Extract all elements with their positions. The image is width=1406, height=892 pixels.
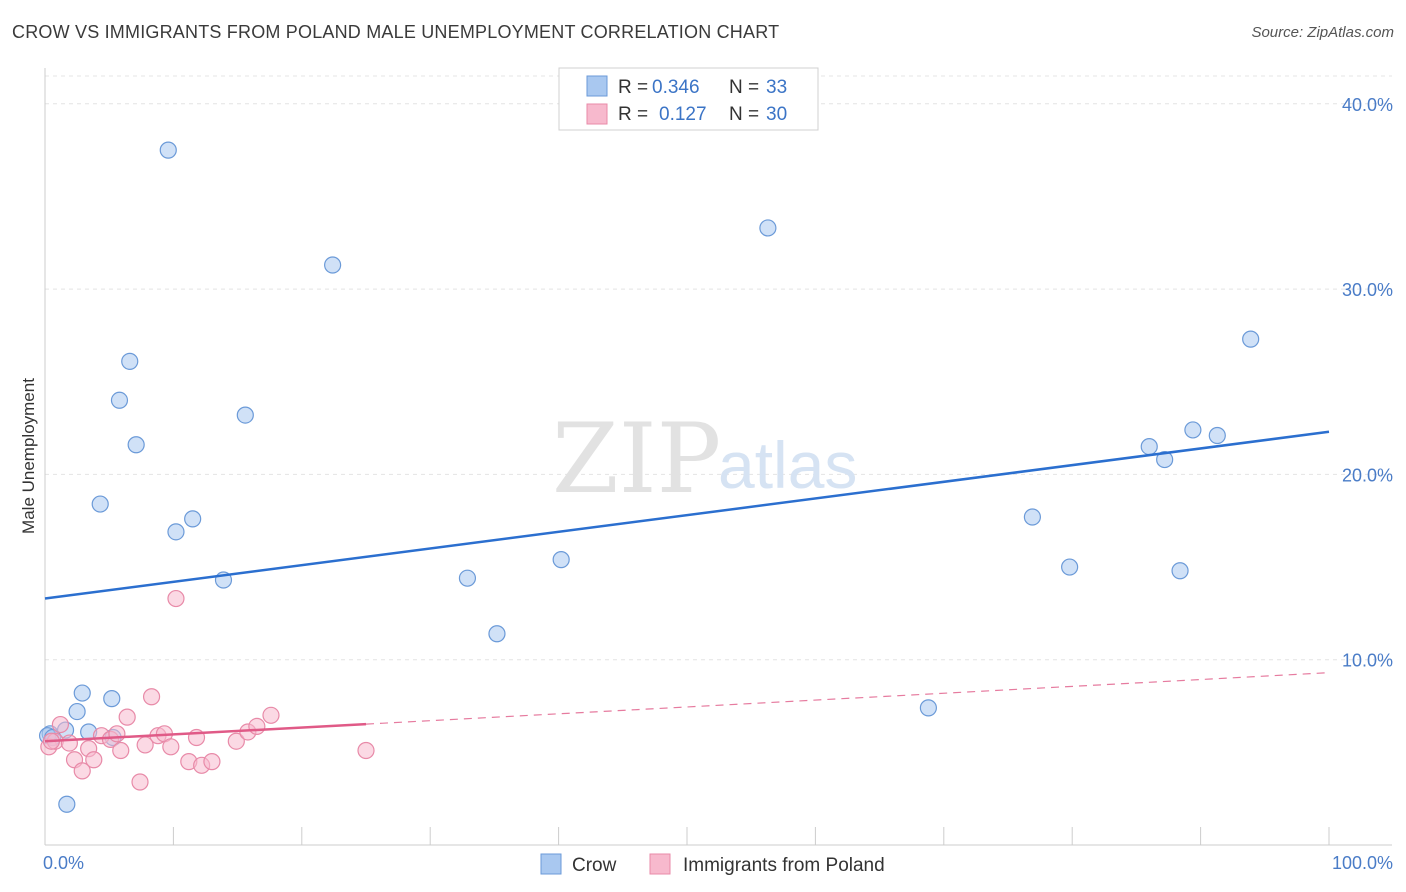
crow-point <box>1242 330 1260 348</box>
poland-point <box>357 741 375 760</box>
data-points <box>38 141 1260 813</box>
crow-point <box>458 569 477 587</box>
x-tick-label: 0.0% <box>43 853 84 873</box>
crow-point <box>167 523 185 541</box>
watermark-atlas: atlas <box>718 428 857 502</box>
y-tick-label: 20.0% <box>1342 465 1393 485</box>
crow-point <box>1208 426 1226 445</box>
legend-n-label: N = <box>729 104 759 125</box>
crow-point <box>73 684 91 702</box>
crow-point <box>110 391 129 409</box>
chart-title: CROW VS IMMIGRANTS FROM POLAND MALE UNEM… <box>12 22 780 42</box>
crow-point <box>324 256 342 274</box>
poland-point <box>142 688 161 706</box>
poland-point <box>51 715 70 734</box>
chart-source: Source: ZipAtlas.com <box>1251 24 1394 41</box>
crow-point <box>236 406 254 424</box>
crow-point <box>1156 450 1174 469</box>
poland-point <box>60 734 78 752</box>
crow-point <box>68 702 86 721</box>
poland-point <box>162 738 180 756</box>
poland-point <box>85 751 103 769</box>
x-tick-label: 100.0% <box>1332 853 1393 873</box>
y-tick-label: 10.0% <box>1342 651 1393 671</box>
poland-point <box>227 732 245 750</box>
legend-r-label: R = <box>618 104 648 125</box>
bottom-legend-crow: Crow <box>572 855 617 876</box>
crow-trend-line <box>44 430 1330 600</box>
trend-lines <box>44 430 1330 743</box>
watermark-zip: ZIP <box>552 403 721 515</box>
legend-swatch-poland <box>586 103 608 125</box>
legend-r-value: 0.127 <box>659 104 707 125</box>
crow-point <box>127 436 145 454</box>
axes <box>44 68 1392 846</box>
crow-point <box>1140 438 1158 456</box>
poland-point <box>203 753 221 771</box>
poland-point <box>248 717 266 736</box>
crow-point <box>759 219 777 237</box>
poland-point <box>118 708 136 726</box>
poland-point <box>167 589 185 608</box>
poland-point <box>108 725 126 743</box>
legend-n-label: N = <box>729 77 759 98</box>
legend: R = 0.346 N = 33 R = 0.127 N = 30 <box>558 67 819 131</box>
bottom-legend: Crow Immigrants from Poland <box>540 853 885 876</box>
crow-point <box>184 510 202 528</box>
bottom-legend-swatch-poland <box>649 853 671 875</box>
poland-point <box>262 706 280 724</box>
poland-point <box>73 762 91 780</box>
legend-swatch-crow <box>586 75 608 97</box>
crow-point <box>488 625 506 643</box>
bottom-legend-poland: Immigrants from Poland <box>683 855 885 876</box>
crow-point <box>58 795 76 813</box>
crow-point <box>1023 508 1041 526</box>
bottom-legend-swatch-crow <box>540 853 562 875</box>
legend-n-value: 30 <box>766 104 787 125</box>
poland-trend-line-solid <box>44 722 367 743</box>
poland-trend-line-dashed <box>365 672 1330 725</box>
crow-point <box>919 699 937 717</box>
legend-r-label: R = <box>618 77 648 98</box>
crow-point <box>103 690 121 708</box>
tick-labels: 10.0% 20.0% 30.0% 40.0% 0.0% 100.0% <box>43 95 1393 873</box>
crow-point <box>1184 421 1202 439</box>
crow-point <box>159 141 177 159</box>
legend-r-value: 0.346 <box>652 77 700 98</box>
crow-point <box>121 352 139 370</box>
poland-point <box>112 741 130 760</box>
crow-point <box>91 495 109 513</box>
y-tick-label: 30.0% <box>1342 280 1393 300</box>
y-axis-label: Male Unemployment <box>19 378 38 534</box>
poland-point <box>131 773 149 791</box>
crow-point <box>1171 562 1189 580</box>
crow-point <box>1061 558 1079 576</box>
y-tick-label: 40.0% <box>1342 95 1393 115</box>
legend-n-value: 33 <box>766 77 787 98</box>
crow-point <box>552 551 570 569</box>
